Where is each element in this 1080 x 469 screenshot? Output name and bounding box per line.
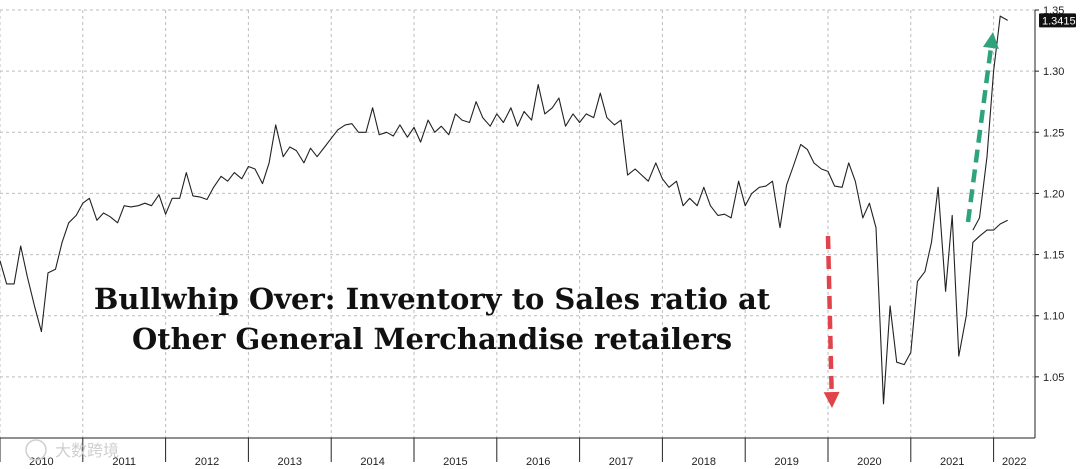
x-tick-label: 2012: [195, 456, 219, 468]
x-tick-label: 2020: [857, 456, 881, 468]
x-tick-label: 2019: [774, 456, 798, 468]
x-tick-label: 2022: [1002, 456, 1026, 468]
y-gridlines: [0, 9, 1035, 378]
watermark-text: 大数跨境: [55, 441, 119, 460]
trend-arrows: [823, 32, 999, 408]
x-tick-label: 2014: [360, 456, 384, 468]
y-tick-label: 1.10: [1043, 311, 1064, 323]
last-value-label: 1.3415: [1042, 15, 1076, 27]
y-tick-label: 1.30: [1043, 66, 1064, 78]
y-tick-label: 1.15: [1043, 250, 1064, 262]
watermark: 大数跨境: [25, 439, 119, 461]
x-tick-label: 2010: [29, 456, 53, 468]
chart-title: Bullwhip Over: Inventory to Sales ratio …: [94, 282, 771, 316]
chart-subtitle: Other General Merchandise retailers: [132, 322, 732, 356]
x-tick-label: 2015: [443, 456, 467, 468]
up-arrow-shaft: [965, 47, 994, 223]
y-tick-label: 1.20: [1043, 188, 1064, 200]
x-tick-label: 2017: [609, 456, 633, 468]
x-gridlines: [0, 10, 995, 438]
up-arrow-head: [982, 32, 999, 49]
y-tick-labels: 1.051.101.151.201.251.301.35: [1035, 5, 1064, 384]
x-tick-label: 2021: [940, 456, 964, 468]
x-tick-label: 2013: [278, 456, 302, 468]
x-tick-label: 2016: [526, 456, 550, 468]
series-line: [0, 84, 1008, 405]
y-tick-label: 1.05: [1043, 372, 1064, 384]
x-tick-label: 2018: [692, 456, 716, 468]
down-arrow-shaft: [825, 235, 834, 393]
x-tick-label: 2011: [112, 456, 136, 468]
series-line-tail: [972, 15, 1008, 231]
last-value-badge: 1.3415: [1039, 13, 1076, 28]
series-layer: [0, 15, 1008, 405]
watermark-logo-icon: [25, 439, 47, 461]
last-value-badge-bg: [1039, 13, 1076, 28]
y-tick-label: 1.25: [1043, 127, 1064, 139]
down-arrow-head: [823, 391, 840, 408]
x-tick-labels: 2010 2011 2012 2013 2014 2015 2016 2017 2018 2019…: [0, 438, 1027, 468]
